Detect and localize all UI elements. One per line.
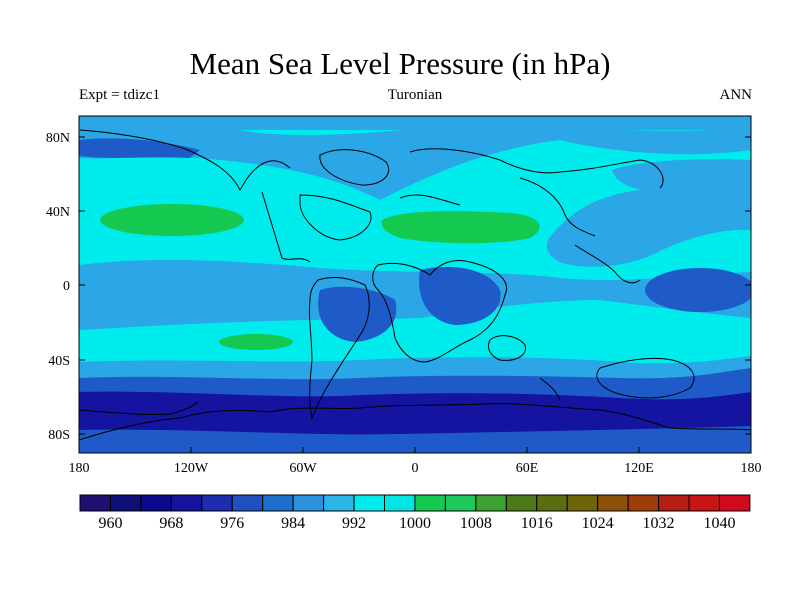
colorbar-labels: 960 968 976 984 992 1000 1008 1016 1024 … [98,515,735,532]
colorbar-label: 1016 [521,515,553,532]
colorbar-swatch [414,494,446,512]
lon-label-0: 0 [412,461,419,476]
lon-label-120e: 120E [624,461,654,476]
coastline [596,357,695,399]
colorbar-label: 960 [98,515,122,532]
coastline [574,244,641,284]
colorbar-label: 1032 [643,515,675,532]
coastlines [79,129,751,441]
lon-label-60w: 60W [289,461,317,476]
season-label: ANN [719,87,753,103]
coastline [299,194,372,241]
south-america-low [318,286,397,342]
colorbar-label: 976 [220,515,244,532]
colorbar-swatch [566,494,599,512]
colorbar [79,494,751,512]
colorbar-swatch [262,494,294,512]
equatorial-trough [79,259,751,330]
coastline [319,149,390,186]
tethys-high [381,211,540,244]
lat-label-40n: 40N [46,205,70,220]
colorbar-swatch [688,494,720,512]
coastline [399,194,461,206]
colorbar-swatch [231,494,264,512]
colorbar-swatch [718,494,751,512]
arctic-band [79,116,751,130]
lat-label-0: 0 [63,279,70,294]
colorbar-swatch [384,494,416,512]
coastline [519,177,596,237]
africa-low [419,266,501,325]
coastline [308,277,370,420]
asian-low [546,187,751,267]
colorbar-swatch [170,494,203,512]
coastline [372,260,508,363]
colorbar-swatch [444,494,477,512]
coastline [79,401,199,416]
antarctic-band [79,426,751,453]
colorbar-swatch [505,494,538,512]
colorbar-swatch [536,494,568,512]
aleutian-low [79,138,200,158]
colorbar-swatch [597,494,629,512]
north-subpolar-low [79,123,751,200]
lat-label-40s: 40S [48,354,70,369]
coastline [539,377,561,401]
colorbar-swatch [323,494,355,512]
plot-title: Mean Sea Level Pressure (in hPa) [189,46,611,81]
lon-label-120w: 120W [174,461,209,476]
colorbar-swatch [109,494,142,512]
colorbar-label: 1000 [399,515,431,532]
colorbar-label: 1008 [460,515,492,532]
lon-ticks [190,447,640,453]
colorbar-label: 992 [342,515,366,532]
lon-label-180e: 180 [741,461,762,476]
coastline [261,191,311,263]
coastline [79,403,751,441]
colorbar-swatch [201,494,233,512]
colorbar-swatch [658,494,690,512]
colorbar-swatch [292,494,325,512]
pacific-low-east [645,268,751,312]
north-pacific-high [100,204,244,236]
experiment-label: Expt = tdizc1 [79,87,160,103]
colorbar-swatch [353,494,385,512]
lat-label-80s: 80S [48,428,70,443]
lon-label-180w: 180 [69,461,90,476]
pressure-field [79,116,751,453]
south-pacific-high [219,334,293,350]
colorbar-label: 984 [281,515,305,532]
north-asia-low [612,159,751,196]
coastline [409,148,664,189]
period-label: Turonian [387,87,443,103]
colorbar-swatch [627,494,660,512]
colorbar-swatch [475,494,507,512]
colorbar-label: 968 [159,515,183,532]
colorbar-swatch [140,494,172,512]
lon-label-60e: 60E [516,461,539,476]
colorbar-label: 1040 [703,515,735,532]
lat-ticks [79,136,751,435]
coastline [487,335,526,361]
colorbar-label: 1024 [582,515,614,532]
lat-label-80n: 80N [46,131,70,146]
coastline [79,129,291,192]
colorbar-swatch [79,494,111,512]
